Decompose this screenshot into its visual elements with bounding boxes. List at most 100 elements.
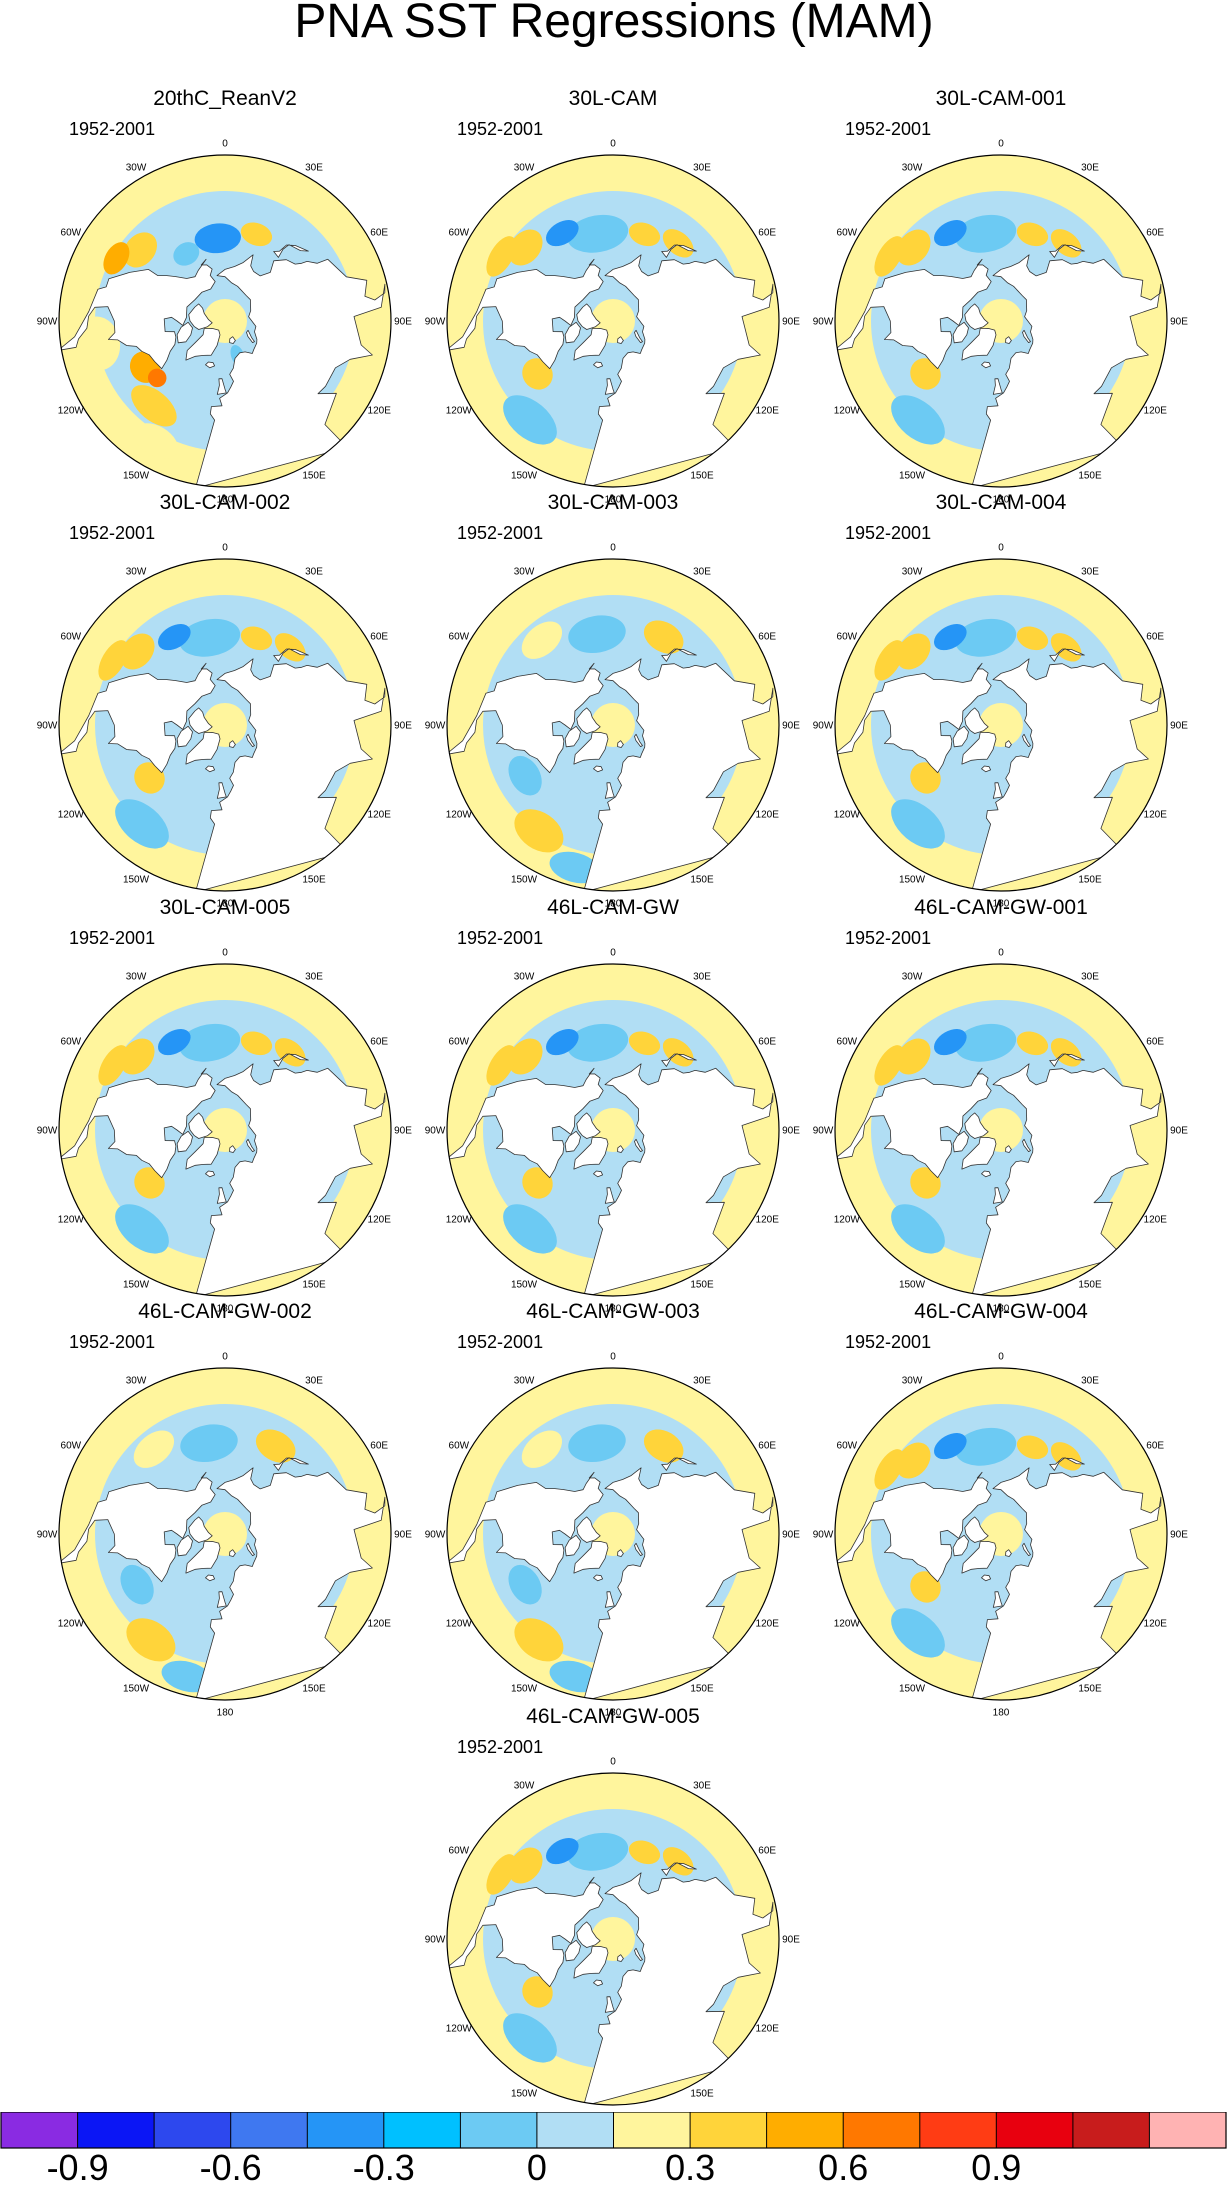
- longitude-label: 30E: [305, 1375, 323, 1386]
- map-panel: 30L-CAM-004 1952-2001 180 150W 120W 90W 60W 30W…: [807, 491, 1195, 910]
- land-mass: [952, 1130, 969, 1153]
- land-mass: [185, 1137, 221, 1170]
- land-mass: [583, 1467, 774, 1700]
- longitude-label: 90E: [782, 317, 800, 328]
- land-mass: [964, 1516, 989, 1543]
- sst-anomaly-region: [933, 624, 967, 651]
- longitude-label: 90E: [394, 1126, 412, 1137]
- map-panel: 30L-CAM-002 1952-2001 180 150W 120W 90W 60W 30W…: [31, 491, 419, 910]
- land-mass: [273, 1053, 309, 1067]
- longitude-label: 120W: [446, 2024, 473, 2035]
- longitude-label: 150W: [511, 875, 538, 886]
- land-mass: [185, 328, 221, 361]
- sst-anomaly-region: [891, 1204, 945, 1254]
- sst-anomaly-region: [896, 229, 931, 266]
- colorbar-label: 0.9: [971, 2147, 1021, 2186]
- longitude-label: 90W: [813, 317, 834, 328]
- sst-anomaly-region: [120, 1038, 155, 1075]
- panel-years: 1952-2001: [69, 523, 156, 543]
- land-mass: [59, 662, 216, 774]
- colorbar-svg: -0.9 -0.6 -0.3 0 0.3 0.6 0.9: [0, 2112, 1227, 2186]
- longitude-label: 60W: [61, 632, 82, 643]
- land-mass: [447, 662, 604, 774]
- sst-anomaly-region: [508, 229, 543, 266]
- longitude-label: 60W: [449, 1441, 470, 1452]
- longitude-label: 90E: [782, 1126, 800, 1137]
- map-panel: 30L-CAM-001 1952-2001 180 150W 120W 90W 60W 30W…: [807, 87, 1195, 506]
- longitude-label: 60W: [61, 228, 82, 239]
- longitude-label: 60E: [758, 1846, 776, 1857]
- land-mass: [604, 378, 615, 395]
- land-mass: [59, 1471, 216, 1583]
- longitude-label: 90W: [425, 1126, 446, 1137]
- land-mass: [961, 1137, 997, 1170]
- longitude-label: 150E: [1078, 875, 1102, 886]
- longitude-label: 90W: [425, 1530, 446, 1541]
- sst-anomaly-region: [522, 358, 553, 390]
- longitude-label: 150E: [690, 1684, 714, 1695]
- land-mass: [661, 1053, 697, 1067]
- longitude-label: 0: [998, 139, 1004, 150]
- land-mass: [576, 303, 601, 330]
- land-mass: [1049, 1457, 1085, 1471]
- land-mass: [992, 378, 1003, 395]
- colorbar-swatch: [536, 2112, 615, 2148]
- panel-title: 46L-CAM-GW-005: [526, 1705, 700, 1728]
- sst-anomaly-region: [508, 1038, 543, 1075]
- polar-map: 180 150W 120W 90W 60W 30W 0 30E 60E 90E 120E 150E: [425, 1352, 801, 1719]
- longitude-label: 150W: [899, 471, 926, 482]
- colorbar-swatch: [383, 2112, 461, 2148]
- land-mass: [573, 1946, 609, 1979]
- longitude-label: 150W: [511, 1684, 538, 1695]
- longitude-label: 30W: [126, 971, 147, 982]
- land-mass: [835, 1067, 992, 1179]
- longitude-label: 60E: [758, 228, 776, 239]
- longitude-label: 90W: [37, 1126, 58, 1137]
- land-mass: [992, 1187, 1003, 1204]
- longitude-label: 150E: [690, 875, 714, 886]
- sst-anomaly-region: [874, 640, 904, 681]
- longitude-label: 90W: [813, 721, 834, 732]
- sst-anomaly-region: [486, 1045, 516, 1086]
- polar-map: 180 150W 120W 90W 60W 30W 0 30E 60E 90E 120E 150E: [813, 139, 1189, 506]
- panel-years: 1952-2001: [69, 1332, 156, 1352]
- land-mass: [634, 1947, 643, 1961]
- longitude-label: 90E: [1170, 1530, 1188, 1541]
- longitude-label: 120E: [756, 1619, 780, 1630]
- sst-anomaly-region: [123, 232, 158, 268]
- land-mass: [564, 321, 581, 344]
- longitude-label: 60E: [370, 228, 388, 239]
- sst-anomaly-region: [910, 1571, 941, 1603]
- land-mass: [661, 648, 697, 662]
- longitude-label: 90E: [394, 317, 412, 328]
- land-mass: [835, 258, 992, 370]
- longitude-label: 150E: [302, 1684, 326, 1695]
- land-mass: [1022, 1542, 1031, 1556]
- polar-map: 180 150W 120W 90W 60W 30W 0 30E 60E 90E 120E 150E: [813, 948, 1189, 1315]
- land-mass: [1049, 1053, 1085, 1067]
- longitude-label: 60E: [1146, 632, 1164, 643]
- longitude-label: 60E: [758, 1037, 776, 1048]
- panel-years: 1952-2001: [69, 119, 156, 139]
- longitude-label: 30W: [514, 971, 535, 982]
- panel-years: 1952-2001: [845, 1332, 932, 1352]
- longitude-label: 150E: [302, 875, 326, 886]
- longitude-label: 60W: [61, 1037, 82, 1048]
- longitude-label: 180: [605, 1708, 622, 1719]
- map-panel: 46L-CAM-GW-005 1952-2001 180 150W 120W 90W 60W…: [419, 1705, 807, 2124]
- longitude-label: 150E: [690, 2089, 714, 2100]
- longitude-label: 60W: [837, 228, 858, 239]
- land-mass: [971, 1467, 1162, 1700]
- sst-anomaly-region: [643, 620, 684, 654]
- panel-title: 46L-CAM-GW-004: [914, 1300, 1088, 1323]
- land-mass: [604, 1187, 615, 1204]
- sst-anomaly-region: [643, 1429, 684, 1463]
- land-mass: [952, 321, 969, 344]
- land-mass: [205, 1170, 215, 1178]
- longitude-label: 0: [610, 1757, 616, 1768]
- longitude-label: 180: [605, 1304, 622, 1315]
- land-mass: [593, 1574, 603, 1582]
- panel-title: 20thC_ReanV2: [153, 87, 297, 110]
- sst-anomaly-region: [891, 1608, 945, 1658]
- colorbar-label: -0.6: [200, 2147, 262, 2186]
